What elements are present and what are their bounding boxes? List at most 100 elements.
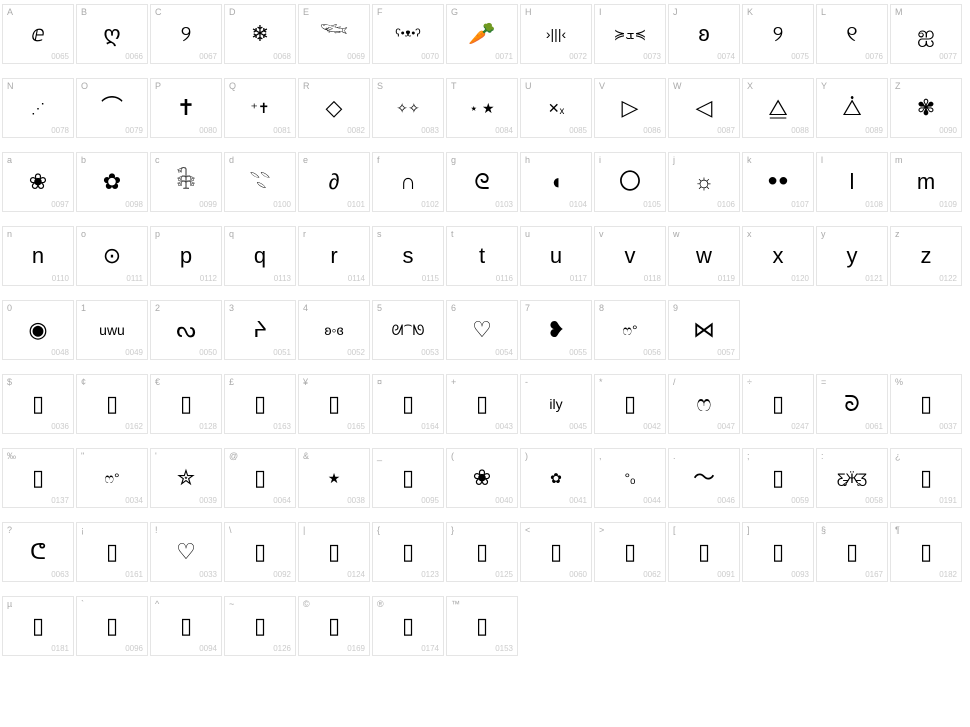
glyph-cell[interactable]: j☼0106: [668, 152, 740, 212]
glyph-cell[interactable]: rr0114: [298, 226, 370, 286]
glyph-cell[interactable]: [▯0091: [668, 522, 740, 582]
glyph-cell[interactable]: h◖0104: [520, 152, 592, 212]
glyph-cell[interactable]: <▯0060: [520, 522, 592, 582]
glyph-cell[interactable]: -ily0045: [520, 374, 592, 434]
glyph-cell[interactable]: xx0120: [742, 226, 814, 286]
glyph-cell[interactable]: 4ʚ◦ɞ0052: [298, 300, 370, 360]
glyph-cell[interactable]: I≽ܫ≼0073: [594, 4, 666, 64]
glyph-cell[interactable]: Q⁺✝0081: [224, 78, 296, 138]
glyph-cell[interactable]: C୨0067: [150, 4, 222, 64]
glyph-cell[interactable]: 5ᘛ⁀ᘚ0053: [372, 300, 444, 360]
glyph-cell[interactable]: kꔷꔷ0107: [742, 152, 814, 212]
glyph-cell[interactable]: {▯0123: [372, 522, 444, 582]
glyph-cell[interactable]: %▯0037: [890, 374, 962, 434]
glyph-cell[interactable]: d𓇢0100: [224, 152, 296, 212]
glyph-cell[interactable]: ©▯0169: [298, 596, 370, 656]
glyph-cell[interactable]: +▯0043: [446, 374, 518, 434]
glyph-cell[interactable]: 7❥0055: [520, 300, 592, 360]
glyph-cell[interactable]: 2ᔓ0050: [150, 300, 222, 360]
glyph-cell[interactable]: R◇0082: [298, 78, 370, 138]
glyph-cell[interactable]: Aⅇ0065: [2, 4, 74, 64]
glyph-cell[interactable]: zz0122: [890, 226, 962, 286]
glyph-cell[interactable]: §▯0167: [816, 522, 888, 582]
glyph-cell[interactable]: W◁0087: [668, 78, 740, 138]
glyph-cell[interactable]: ^▯0094: [150, 596, 222, 656]
glyph-cell[interactable]: ¡▯0161: [76, 522, 148, 582]
glyph-cell[interactable]: ]▯0093: [742, 522, 814, 582]
glyph-cell[interactable]: 0◉0048: [2, 300, 74, 360]
glyph-cell[interactable]: :Ƹ̵̡Ӝ̵̨̄Ʒ0058: [816, 448, 888, 508]
glyph-cell[interactable]: ¥▯0165: [298, 374, 370, 434]
glyph-cell[interactable]: ™▯0153: [446, 596, 518, 656]
glyph-cell[interactable]: Mஐ0077: [890, 4, 962, 64]
glyph-cell[interactable]: ll0108: [816, 152, 888, 212]
glyph-cell[interactable]: L୧0076: [816, 4, 888, 64]
glyph-cell[interactable]: ,°ₒ0044: [594, 448, 666, 508]
glyph-cell[interactable]: nn0110: [2, 226, 74, 286]
glyph-cell[interactable]: >▯0062: [594, 522, 666, 582]
glyph-cell[interactable]: e∂0101: [298, 152, 370, 212]
glyph-cell[interactable]: ¢▯0162: [76, 374, 148, 434]
glyph-cell[interactable]: a❀0097: [2, 152, 74, 212]
glyph-cell[interactable]: $▯0036: [2, 374, 74, 434]
glyph-cell[interactable]: P✝0080: [150, 78, 222, 138]
glyph-cell[interactable]: Jʚ0074: [668, 4, 740, 64]
glyph-cell[interactable]: ¤▯0164: [372, 374, 444, 434]
glyph-cell[interactable]: ~▯0126: [224, 596, 296, 656]
glyph-cell[interactable]: =ᘐ0061: [816, 374, 888, 434]
glyph-cell[interactable]: £▯0163: [224, 374, 296, 434]
glyph-cell[interactable]: µ▯0181: [2, 596, 74, 656]
glyph-cell[interactable]: gᘓ0103: [446, 152, 518, 212]
glyph-cell[interactable]: o⊙0111: [76, 226, 148, 286]
glyph-cell[interactable]: tt0116: [446, 226, 518, 286]
glyph-cell[interactable]: 3ᔨ0051: [224, 300, 296, 360]
glyph-cell[interactable]: pp0112: [150, 226, 222, 286]
glyph-cell[interactable]: K୨0075: [742, 4, 814, 64]
glyph-cell[interactable]: ¿▯0191: [890, 448, 962, 508]
glyph-cell[interactable]: ®▯0174: [372, 596, 444, 656]
glyph-cell[interactable]: }▯0125: [446, 522, 518, 582]
glyph-cell[interactable]: _▯0095: [372, 448, 444, 508]
glyph-cell[interactable]: 6♡0054: [446, 300, 518, 360]
glyph-cell[interactable]: T⋆ ★0084: [446, 78, 518, 138]
glyph-cell[interactable]: E𓆝0069: [298, 4, 370, 64]
glyph-cell[interactable]: N⋰0078: [2, 78, 74, 138]
glyph-cell[interactable]: ‰▯0137: [2, 448, 74, 508]
glyph-cell[interactable]: Fʕ•ᴥ•ʔ0070: [372, 4, 444, 64]
glyph-cell[interactable]: .〜0046: [668, 448, 740, 508]
glyph-cell[interactable]: 1uwu0049: [76, 300, 148, 360]
glyph-cell[interactable]: c𓇗0099: [150, 152, 222, 212]
glyph-cell[interactable]: ?ᕦ0063: [2, 522, 74, 582]
glyph-cell[interactable]: `▯0096: [76, 596, 148, 656]
glyph-cell[interactable]: H›|||‹0072: [520, 4, 592, 64]
glyph-cell[interactable]: ss0115: [372, 226, 444, 286]
glyph-cell[interactable]: mm0109: [890, 152, 962, 212]
glyph-cell[interactable]: Z✾0090: [890, 78, 962, 138]
glyph-cell[interactable]: O⌒0079: [76, 78, 148, 138]
glyph-cell[interactable]: U✕ₓ0085: [520, 78, 592, 138]
glyph-cell[interactable]: 8ෆ°0056: [594, 300, 666, 360]
glyph-cell[interactable]: |▯0124: [298, 522, 370, 582]
glyph-cell[interactable]: (❀0040: [446, 448, 518, 508]
glyph-cell[interactable]: i〇0105: [594, 152, 666, 212]
glyph-cell[interactable]: S✧✧0083: [372, 78, 444, 138]
glyph-cell[interactable]: !♡0033: [150, 522, 222, 582]
glyph-cell[interactable]: yy0121: [816, 226, 888, 286]
glyph-cell[interactable]: V▷0086: [594, 78, 666, 138]
glyph-cell[interactable]: 9⋈0057: [668, 300, 740, 360]
glyph-cell[interactable]: uu0117: [520, 226, 592, 286]
glyph-cell[interactable]: ¶▯0182: [890, 522, 962, 582]
glyph-cell[interactable]: /ෆ0047: [668, 374, 740, 434]
glyph-cell[interactable]: €▯0128: [150, 374, 222, 434]
glyph-cell[interactable]: Y⧊0089: [816, 78, 888, 138]
glyph-cell[interactable]: ww0119: [668, 226, 740, 286]
glyph-cell[interactable]: D❄0068: [224, 4, 296, 64]
glyph-cell[interactable]: *▯0042: [594, 374, 666, 434]
glyph-cell[interactable]: "ෆ°0034: [76, 448, 148, 508]
glyph-cell[interactable]: f∩0102: [372, 152, 444, 212]
glyph-cell[interactable]: qq0113: [224, 226, 296, 286]
glyph-cell[interactable]: X⧋0088: [742, 78, 814, 138]
glyph-cell[interactable]: ÷▯0247: [742, 374, 814, 434]
glyph-cell[interactable]: @▯0064: [224, 448, 296, 508]
glyph-cell[interactable]: )✿0041: [520, 448, 592, 508]
